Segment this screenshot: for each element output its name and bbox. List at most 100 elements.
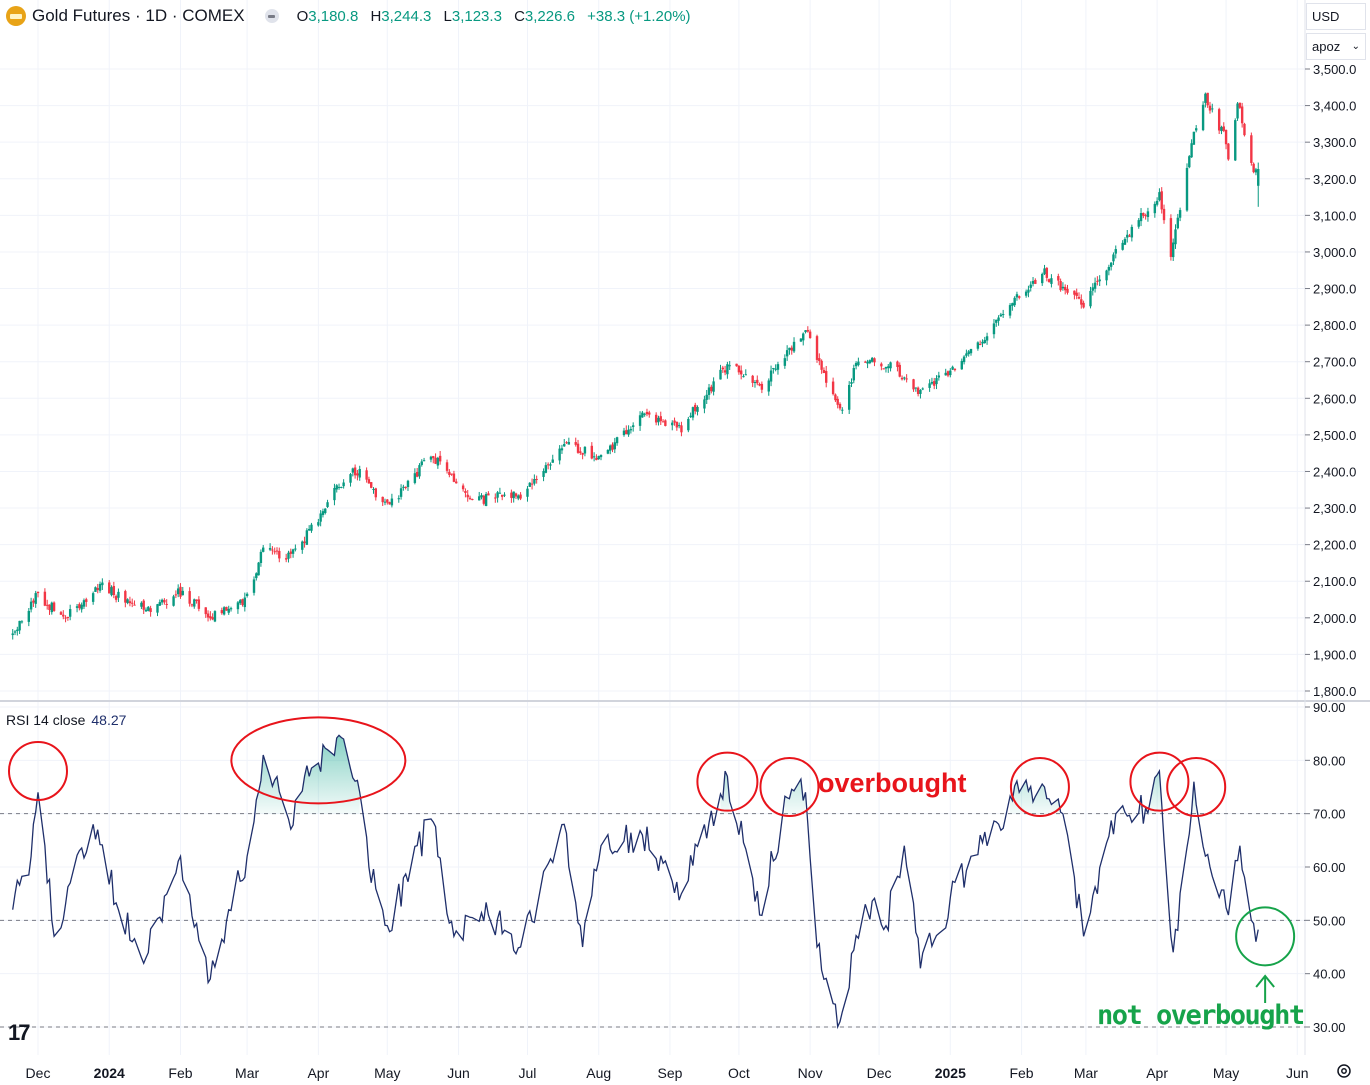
- settings-gear-icon[interactable]: [1335, 1062, 1353, 1080]
- candle-body: [896, 361, 899, 367]
- candle: [533, 474, 536, 486]
- not-overbought-label: not overbought: [1097, 1000, 1304, 1031]
- candle-body: [144, 609, 148, 612]
- candle-body: [850, 382, 853, 384]
- scale-mode-label: apoz: [1312, 39, 1341, 54]
- candle: [928, 379, 931, 392]
- candle: [1217, 107, 1221, 135]
- candle-body: [1208, 105, 1212, 111]
- time-axis-label: Jun: [447, 1065, 470, 1081]
- candle-body: [1075, 292, 1078, 297]
- candle-body: [1126, 234, 1129, 238]
- candle-body: [190, 604, 194, 606]
- candle-body: [188, 591, 191, 604]
- candle-body: [165, 603, 168, 605]
- candle: [124, 589, 127, 608]
- candle-body: [1045, 267, 1049, 278]
- candle: [1057, 273, 1060, 286]
- candle-body: [402, 486, 405, 488]
- candle: [728, 361, 731, 370]
- candle: [841, 407, 844, 414]
- candle: [767, 378, 770, 396]
- candle-body: [1185, 167, 1189, 211]
- candle-body: [767, 380, 770, 392]
- candle-body: [257, 562, 260, 576]
- candle: [992, 319, 996, 339]
- candle: [62, 610, 65, 620]
- candle: [1201, 101, 1205, 132]
- ohlc-readout: O3,180.8 H3,244.3 L3,123.3 C3,226.6 +38.…: [297, 8, 691, 25]
- candle-body: [808, 331, 812, 339]
- candle: [128, 596, 132, 607]
- candle-body: [27, 610, 31, 622]
- candle: [739, 365, 743, 380]
- candle: [158, 599, 161, 606]
- candle-body: [181, 590, 184, 596]
- scale-mode-selector[interactable]: apoz ⌄: [1306, 33, 1366, 60]
- candle-body: [1050, 278, 1053, 284]
- candle-body: [1178, 210, 1182, 218]
- currency-selector[interactable]: USD: [1306, 3, 1366, 30]
- candle: [1031, 277, 1035, 287]
- candle-body: [723, 370, 727, 373]
- candle-body: [1243, 123, 1246, 136]
- candle-body: [229, 608, 233, 610]
- candle-body: [1153, 203, 1157, 214]
- candle: [967, 349, 970, 357]
- candle-body: [448, 471, 451, 475]
- candle: [1045, 267, 1049, 282]
- candle: [997, 315, 1000, 326]
- candle: [629, 426, 633, 434]
- candle-body: [643, 413, 646, 415]
- candle: [882, 368, 885, 370]
- candle-body: [1123, 238, 1127, 245]
- candle-body: [422, 460, 426, 462]
- candle: [471, 498, 474, 501]
- candle: [284, 553, 288, 563]
- open-value: 3,180.8: [308, 7, 359, 25]
- candle-body: [1142, 212, 1145, 216]
- candle: [818, 353, 821, 366]
- candle-body: [546, 464, 550, 466]
- candle: [834, 393, 837, 403]
- candle: [259, 549, 263, 567]
- candle-body: [1041, 273, 1044, 284]
- candle: [919, 389, 922, 399]
- candle: [648, 410, 651, 418]
- candle: [519, 492, 522, 501]
- rsi-legend[interactable]: RSI 14 close 48.27: [6, 712, 126, 728]
- candle: [799, 338, 803, 343]
- candle: [512, 491, 515, 503]
- candle-body: [937, 375, 941, 378]
- candle-body: [101, 582, 104, 586]
- candle-body: [496, 492, 499, 498]
- candle-body: [1034, 279, 1037, 284]
- candle-body: [43, 591, 47, 606]
- hide-toggle-icon[interactable]: [264, 9, 279, 23]
- candle-body: [158, 602, 161, 606]
- candle: [785, 345, 789, 361]
- candle-body: [710, 386, 713, 392]
- candle: [108, 580, 111, 594]
- candle: [484, 491, 488, 507]
- candle: [806, 326, 810, 333]
- candle-body: [517, 495, 520, 499]
- candle-body: [415, 471, 419, 477]
- candle-body: [728, 365, 731, 367]
- candle-body: [390, 498, 394, 506]
- instrument-title[interactable]: Gold Futures · 1D · COMEX: [32, 6, 245, 25]
- candle: [530, 478, 534, 490]
- time-axis-label: Jul: [519, 1065, 537, 1081]
- candle-body: [1107, 267, 1111, 271]
- candle: [1093, 277, 1097, 293]
- candle-body: [289, 551, 292, 554]
- tradingview-logo-icon[interactable]: 17: [8, 1020, 31, 1045]
- candle-body: [836, 398, 839, 405]
- candle-body: [696, 406, 699, 412]
- candle-body: [133, 604, 136, 606]
- candle-body: [1105, 270, 1108, 281]
- candle-body: [420, 461, 423, 465]
- candle-body: [900, 377, 904, 380]
- candle: [705, 390, 708, 405]
